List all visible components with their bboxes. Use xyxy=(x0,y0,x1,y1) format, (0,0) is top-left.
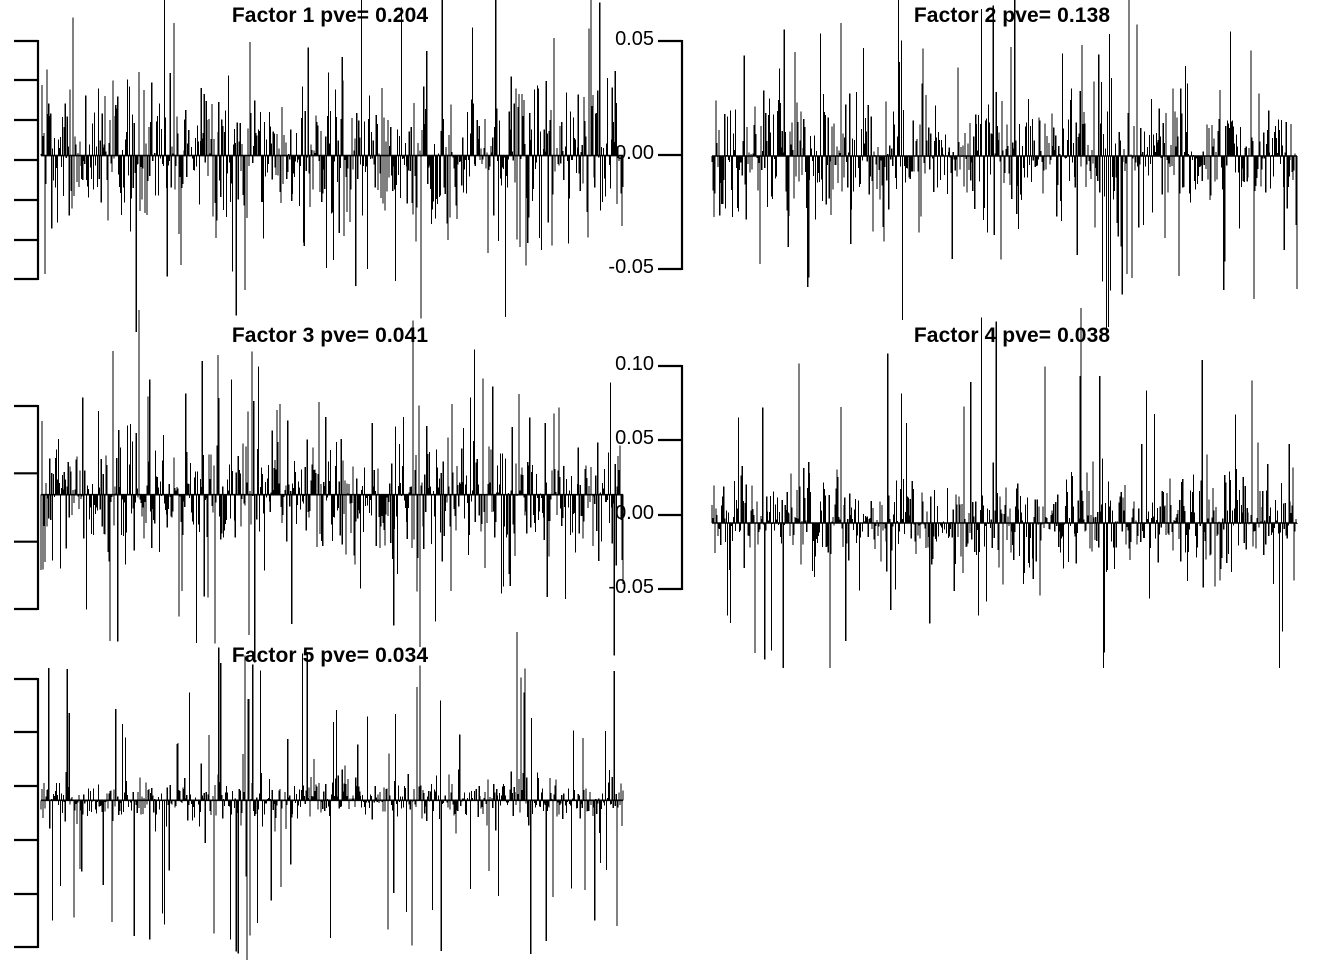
panel-title-factor-5: Factor 5 pve= 0.034 xyxy=(231,644,429,667)
y-axis-factor-2 xyxy=(658,39,684,271)
axis-svg xyxy=(658,364,684,591)
panel-factor-2: Factor 2 pve= 0.138 0.05 0.00 -0.05 xyxy=(608,0,1344,330)
axis-tick-label: -0.05 xyxy=(608,256,654,278)
axis-svg xyxy=(658,39,684,271)
series-impulses xyxy=(711,0,1298,330)
series-impulses xyxy=(711,308,1298,668)
axis-tick-label: 0.05 xyxy=(615,427,654,449)
panel-title-factor-3: Factor 3 pve= 0.041 xyxy=(231,324,429,347)
impulse-series-svg xyxy=(40,631,624,960)
panel-title-factor-2: Factor 2 pve= 0.138 xyxy=(913,4,1111,27)
axis-tick-label: -0.05 xyxy=(608,576,654,598)
panel-title-factor-4: Factor 4 pve= 0.038 xyxy=(913,324,1111,347)
panel-factor-3: Factor 3 pve= 0.041 xyxy=(0,310,672,663)
impulse-series-svg xyxy=(711,0,1298,330)
panel-title-factor-1: Factor 1 pve= 0.204 xyxy=(231,4,429,27)
y-axis-factor-1 xyxy=(14,39,40,281)
plot-area-factor-3 xyxy=(40,310,624,663)
plot-area-factor-1 xyxy=(40,0,624,332)
axis-tick-label: 0.05 xyxy=(615,28,654,50)
axis-tick-label: 0.00 xyxy=(615,142,654,164)
axis-svg xyxy=(14,404,40,611)
y-axis-factor-5 xyxy=(14,677,40,949)
series-impulses xyxy=(40,310,624,663)
plot-area-factor-2 xyxy=(711,0,1298,330)
plot-area-factor-5 xyxy=(40,631,624,960)
axis-tick-label: 0.00 xyxy=(615,502,654,524)
axis-svg xyxy=(14,677,40,949)
series-impulses xyxy=(40,631,624,960)
y-axis-factor-4 xyxy=(658,364,684,591)
panel-factor-1: Factor 1 pve= 0.204 xyxy=(0,0,672,332)
panel-factor-4: Factor 4 pve= 0.038 0.10 0.05 0.00 -0.05 xyxy=(608,308,1344,668)
y-axis-factor-3 xyxy=(14,404,40,611)
panel-factor-5: Factor 5 pve= 0.034 xyxy=(0,631,672,960)
axis-svg xyxy=(14,39,40,281)
plot-area-factor-4 xyxy=(711,308,1298,668)
impulse-series-svg xyxy=(40,310,624,663)
axis-tick-label: 0.10 xyxy=(615,353,654,375)
impulse-series-svg xyxy=(40,0,624,332)
series-impulses xyxy=(40,0,624,332)
impulse-series-svg xyxy=(711,308,1298,668)
